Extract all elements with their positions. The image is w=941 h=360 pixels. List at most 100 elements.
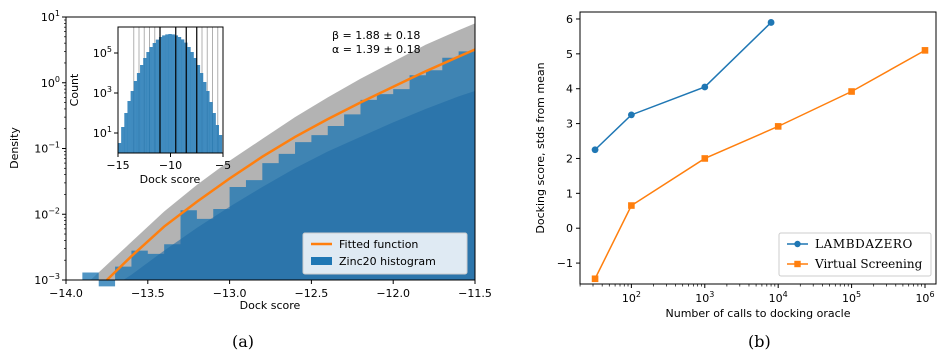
panel-a-y-axis-label: Density [8, 127, 21, 169]
series-line [594, 49, 926, 280]
panel-a-y-ticks: 10−3 10−2 10−1 100 101 [34, 9, 66, 287]
inset-bar [118, 143, 122, 153]
x-tick-label: −12.5 [295, 287, 329, 300]
y-tick-label: 10−1 [34, 141, 60, 156]
inset-x-tick-label: −15 [106, 159, 129, 172]
inset-y-tick-label: 103 [93, 85, 112, 100]
y-tick-label: 1 [566, 187, 573, 200]
inset-bar [136, 73, 141, 153]
inset-bar [130, 91, 134, 153]
panel-b-x-ticks: 102 103 104 105 106 [579, 284, 935, 305]
data-point [774, 123, 782, 130]
inset-bar [158, 37, 163, 153]
inset-bar [215, 125, 219, 153]
series-line [594, 21, 772, 151]
inset-x-ticks: −15 −10 −5 [106, 153, 231, 172]
inset-bar [162, 35, 166, 153]
panel-a-x-axis-label: Dock score [240, 299, 301, 312]
y-tick-label: 4 [566, 83, 573, 96]
inset-bar [174, 35, 179, 153]
panel-b-x-axis-label: Number of calls to docking oracle [666, 307, 851, 320]
inset-bar [187, 47, 191, 153]
panel-b-legend: LAMBDAZERO Virtual Screening [778, 232, 932, 277]
x-tick-label: −13.5 [131, 287, 165, 300]
inset-bar [149, 47, 153, 153]
x-tick-label: 103 [695, 290, 714, 305]
inset-bar [206, 91, 210, 153]
inset-y-axis-label: Count [68, 73, 81, 106]
y-tick-label: 101 [41, 9, 60, 24]
inset-bar [171, 34, 175, 153]
panel-b-axes-frame [579, 11, 937, 285]
panel-b-y-axis-label: Docking score, stds from mean [534, 62, 547, 233]
y-tick-label: 10−3 [34, 272, 60, 287]
inset-bar [121, 127, 125, 153]
legend-virtual-screening-marker [794, 260, 801, 268]
data-point [591, 275, 599, 283]
inset-bar [199, 73, 204, 153]
legend-lambdazero-marker [794, 240, 801, 248]
x-tick-label: 102 [622, 290, 641, 305]
y-tick-label: 100 [41, 75, 60, 90]
y-tick-label: 5 [566, 48, 573, 61]
fitted-function-line [106, 48, 476, 281]
inset-bar [133, 81, 138, 153]
x-tick-label: −11.5 [458, 287, 492, 300]
data-point [628, 202, 635, 209]
inset-bar [212, 113, 216, 153]
inset-bar [190, 52, 194, 153]
data-point [921, 47, 929, 54]
x-tick-label: −13.0 [213, 287, 247, 300]
y-tick-label: 2 [566, 152, 573, 165]
legend-lambdazero-label: LAMBDAZERO [815, 237, 913, 251]
inset-bar [127, 101, 131, 153]
y-tick-label: 3 [566, 118, 573, 131]
x-tick-label: 105 [842, 290, 861, 305]
inset-bar [209, 102, 213, 153]
inset-bar [146, 52, 150, 153]
x-tick-label: 106 [915, 290, 934, 305]
inset-bar [193, 58, 197, 153]
inset-bar [165, 34, 169, 153]
data-point [848, 88, 855, 95]
inset-bar [124, 113, 128, 153]
inset-bar [152, 43, 156, 153]
data-point [627, 111, 635, 119]
inset-bar [181, 39, 185, 153]
alpha-annotation: α = 1.39 ± 0.18 [332, 43, 421, 56]
inset-bar [155, 39, 160, 153]
legend-virtual-screening-label: Virtual Screening [814, 257, 923, 271]
inset-bar [168, 34, 172, 153]
panel-a-dock-score-density: −14.0 −13.5 −13.0 −12.5 −12.0 −11.5 10−310−21… [8, 9, 492, 351]
y-tick-label: 6 [566, 13, 573, 26]
y-tick-label: 0 [566, 222, 573, 235]
panel-a-legend-box [302, 232, 468, 275]
legend-fitted-label: Fitted function [339, 238, 418, 251]
inset-x-axis-label: Dock score [140, 173, 201, 186]
data-point [701, 155, 709, 162]
beta-annotation: β = 1.88 ± 0.18 [332, 29, 420, 42]
panel-a-x-ticks: −14.0 −13.5 −13.0 −12.5 −12.0 −11.5 [49, 280, 492, 300]
panel-b-caption: (b) [748, 332, 771, 351]
x-tick-label: 104 [769, 290, 788, 305]
panel-b-y-ticks: −1 0 1 2 3 4 5 6 [557, 13, 580, 270]
inset-bar [203, 82, 207, 153]
inset-y-tick-label: 105 [93, 45, 112, 60]
panel-a-legend: Fitted function Zinc20 histogram [302, 232, 468, 275]
inset-bar [218, 135, 223, 153]
inset-bar [143, 58, 147, 153]
inset-black-lines [159, 27, 198, 153]
panel-b-legend-box [778, 232, 932, 277]
data-point [767, 19, 775, 26]
y-tick-label: −1 [557, 257, 573, 270]
inset-bar [177, 37, 182, 153]
panel-b-docking-score: 102 103 104 105 106 −1 0 1 2 3 4 5 6 Number of call… [534, 11, 937, 351]
panel-a-caption: (a) [232, 332, 254, 351]
data-point [701, 83, 709, 91]
inset-bar [196, 65, 201, 153]
inset-x-tick-label: −5 [215, 159, 231, 172]
fitted-function-path [106, 48, 476, 281]
inset-y-tick-label: 101 [93, 125, 112, 140]
legend-histogram-swatch [311, 257, 332, 265]
